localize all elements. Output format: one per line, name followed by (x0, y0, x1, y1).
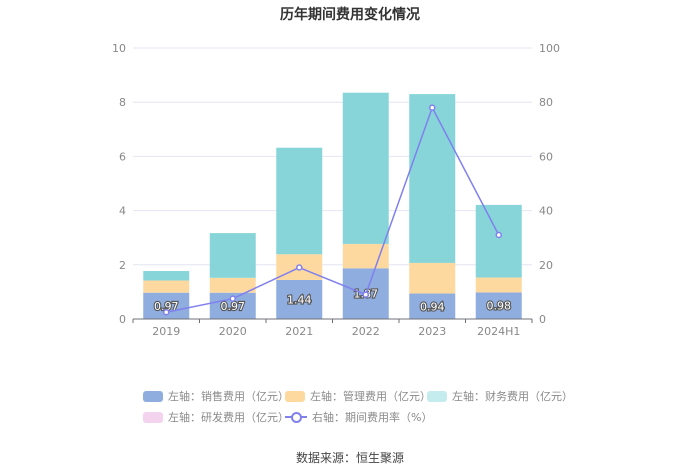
x-tick-label: 2019 (152, 325, 180, 338)
bar-segment (209, 233, 256, 278)
legend-item-admin[interactable]: 左轴：管理费用（亿元） (285, 388, 431, 404)
data-source: 数据来源：恒生聚源 (295, 451, 404, 465)
y-right-tick-label: 40 (539, 205, 553, 218)
bar-segment (475, 292, 522, 319)
y-right-tick-label: 0 (539, 313, 546, 326)
bar-segment (409, 262, 456, 294)
legend-item-finance[interactable]: 左轴：财务费用（亿元） (427, 388, 573, 404)
y-left-tick-label: 10 (112, 42, 126, 55)
x-tick-label: 2023 (418, 325, 446, 338)
legend-item-sales[interactable]: 左轴：销售费用（亿元） (143, 388, 289, 404)
y-left-tick-label: 4 (119, 205, 126, 218)
rate-point (429, 104, 436, 111)
y-left-tick-label: 8 (119, 96, 126, 109)
rate-point (495, 231, 502, 239)
y-left-tick-label: 0 (119, 313, 126, 326)
bar-segment (143, 271, 190, 281)
y-right-tick-label: 20 (539, 259, 553, 272)
legend-swatch-sales (143, 390, 163, 402)
bar-segment (342, 92, 389, 244)
bar-data-label: 1.44 (287, 293, 312, 306)
bar-data-label: 0.97 (221, 300, 246, 313)
bar-segment (276, 279, 323, 319)
legend-label-rate: 右轴：期间费用率（%） (312, 411, 433, 424)
legend-item-rate[interactable]: 右轴：期间费用率（%） (285, 409, 432, 425)
y-left-tick-label: 6 (119, 150, 126, 163)
chart-title: 历年期间费用变化情况 (280, 7, 420, 23)
legend-label-finance: 左轴：财务费用（亿元） (452, 390, 573, 403)
rate-point (163, 308, 170, 316)
y-right-tick-label: 80 (539, 96, 553, 109)
bar-segment (475, 204, 522, 278)
legend-swatch-admin (285, 390, 305, 402)
bar-data-label: 0.98 (487, 300, 512, 313)
legend-item-rnd[interactable]: 左轴：研发费用（亿元） (143, 409, 289, 425)
legend-swatch-rnd (143, 411, 163, 423)
bar-segment (143, 280, 190, 293)
legend-label-admin: 左轴：管理费用（亿元） (310, 390, 431, 403)
legend-swatch-rate (285, 411, 307, 423)
x-tick-label: 2020 (219, 325, 247, 338)
legend-label-sales: 左轴：销售费用（亿元） (168, 390, 289, 403)
legend-swatch-finance (427, 390, 447, 402)
bar-segment (276, 147, 323, 255)
rate-point (362, 291, 369, 298)
bar-segment (409, 94, 456, 263)
rate-point (296, 264, 303, 271)
x-tick-label: 2024H1 (477, 325, 520, 338)
bar-data-label: 0.94 (420, 300, 445, 313)
legend-label-rnd: 左轴：研发费用（亿元） (168, 411, 289, 424)
y-left-tick-label: 2 (119, 259, 126, 272)
bar-segment (475, 277, 522, 293)
bar-segment (342, 243, 389, 269)
x-tick-label: 2021 (285, 325, 313, 338)
rate-point (229, 295, 236, 302)
x-tick-label: 2022 (352, 325, 380, 338)
bar-segment (409, 293, 456, 319)
y-right-tick-label: 60 (539, 150, 553, 163)
bar-segment (209, 277, 256, 293)
rate-line (166, 105, 500, 313)
y-right-tick-label: 100 (539, 42, 560, 55)
